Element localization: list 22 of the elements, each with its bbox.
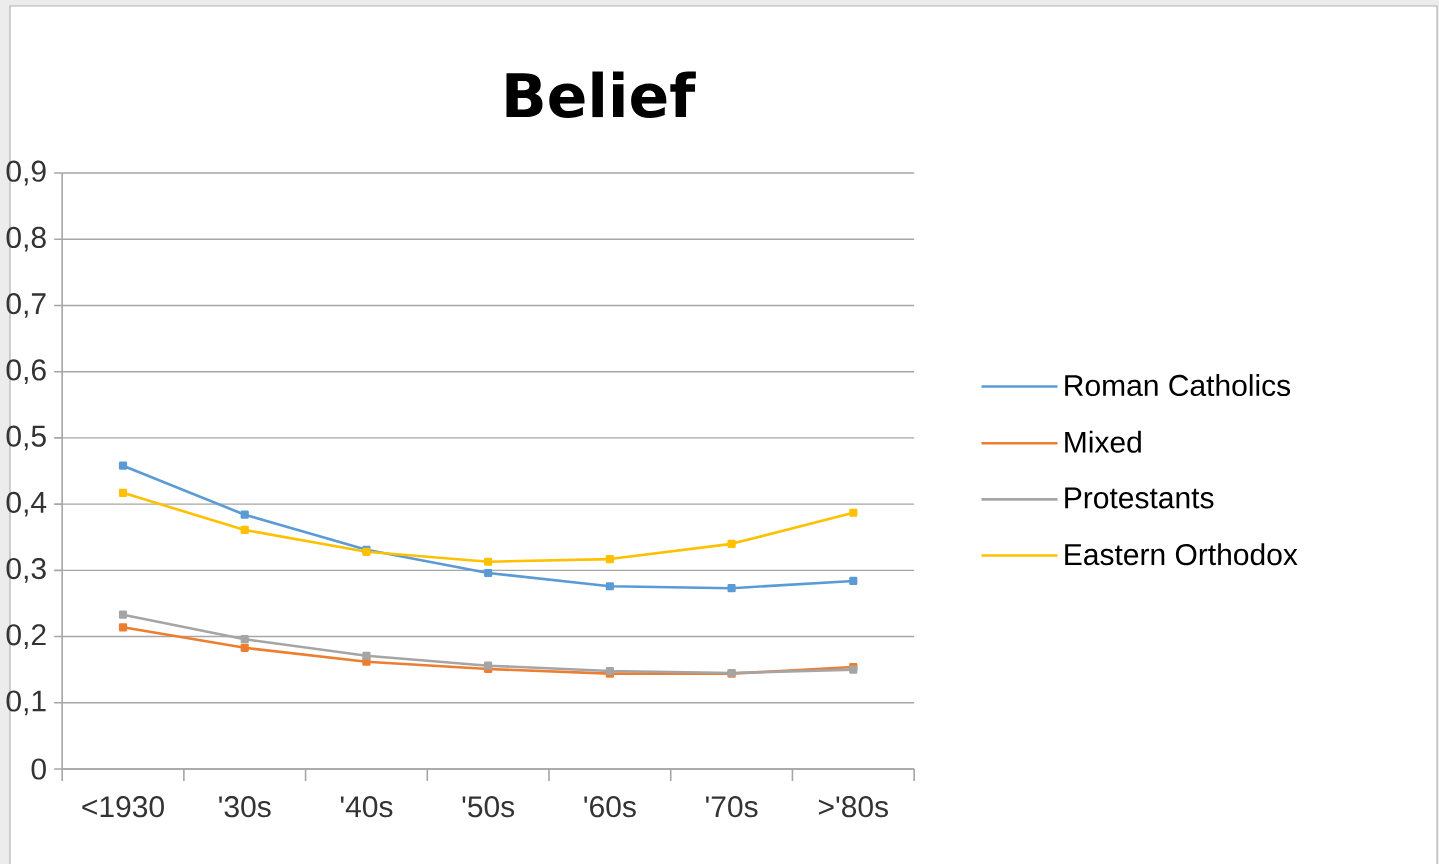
y-tick-label: 0,9 bbox=[6, 160, 46, 186]
y-tick-label: 0,3 bbox=[6, 557, 46, 583]
x-tick-label: <1930 bbox=[82, 796, 164, 818]
legend-label: Roman Catholics bbox=[1065, 374, 1291, 397]
x-tick-label: '60s bbox=[584, 796, 636, 818]
y-tick-label: 0,5 bbox=[6, 425, 46, 451]
legend-label: Protestants bbox=[1065, 487, 1214, 509]
legend-label: Mixed bbox=[1065, 430, 1141, 453]
chart-title: Belief bbox=[506, 71, 696, 118]
x-tick-label: '30s bbox=[219, 796, 271, 818]
y-tick-label: 0,8 bbox=[6, 226, 46, 252]
y-tick-label: 0,4 bbox=[6, 491, 47, 517]
y-tick-label: 0,6 bbox=[6, 359, 46, 385]
x-tick-label: '70s bbox=[706, 796, 758, 818]
x-tick-label: '40s bbox=[340, 796, 393, 818]
y-tick-label: 0,7 bbox=[6, 293, 46, 318]
y-tick-label: 0,1 bbox=[6, 690, 46, 716]
y-tick-label: 0 bbox=[31, 758, 46, 780]
legend-label: Eastern Orthodox bbox=[1065, 543, 1298, 566]
x-tick-label: >'80s bbox=[818, 796, 888, 818]
x-tick-label: '50s bbox=[462, 796, 515, 818]
y-tick-label: 0,2 bbox=[6, 624, 46, 649]
